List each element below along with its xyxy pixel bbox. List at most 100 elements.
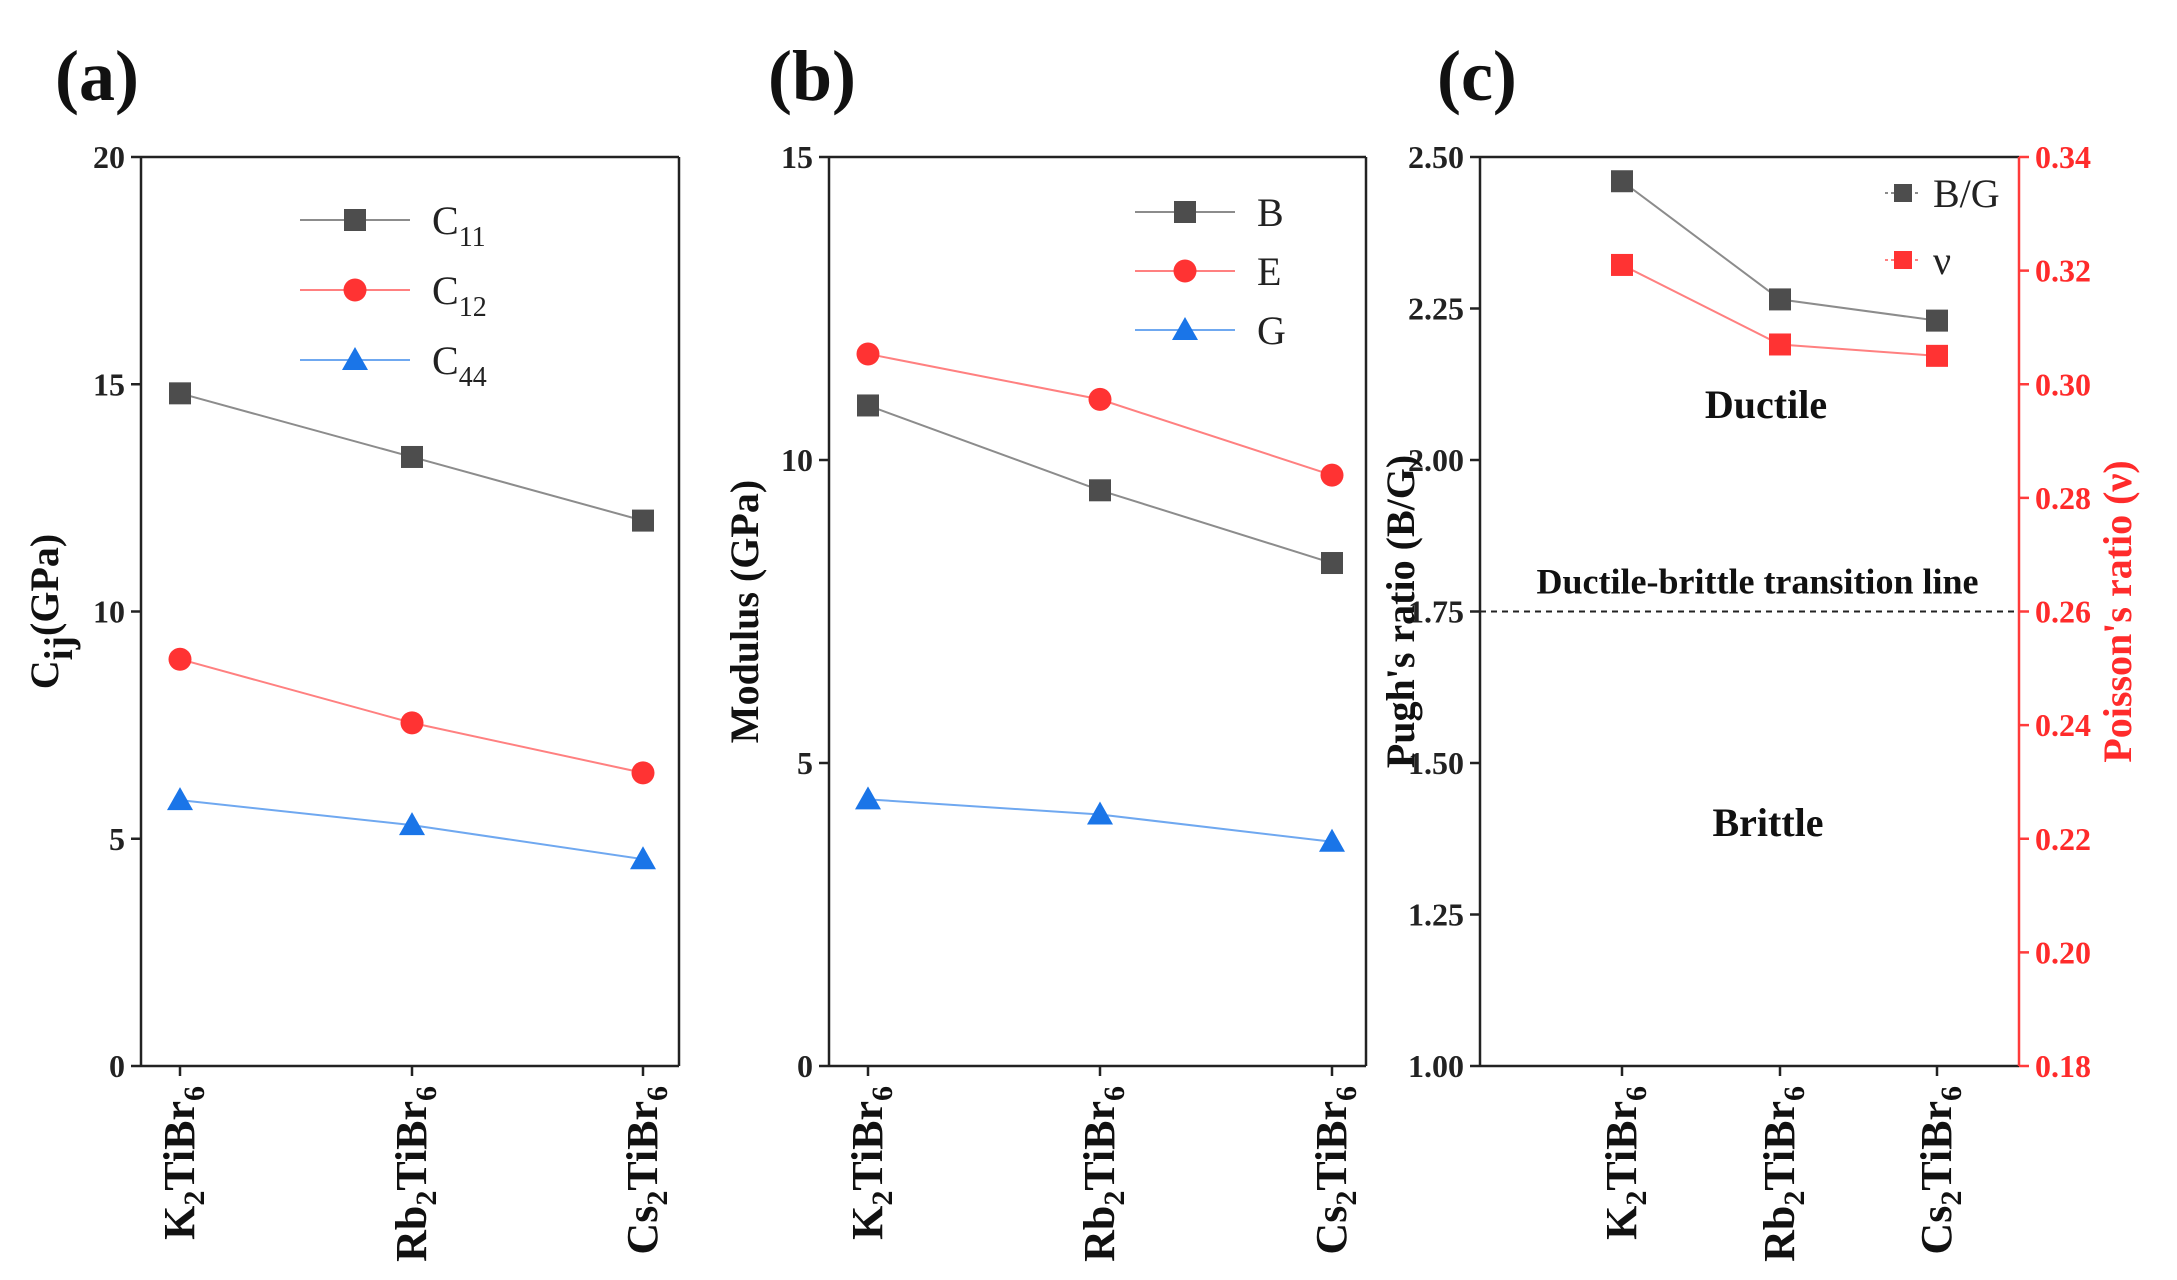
category-element: Cs xyxy=(618,1206,667,1255)
category-subscript: 6 xyxy=(410,1086,443,1101)
legend-label: E xyxy=(1257,249,1281,294)
category-element: Rb xyxy=(387,1206,436,1262)
y-tick-label: 1.50 xyxy=(1408,745,1464,781)
data-point xyxy=(1088,387,1112,411)
category-subscript: 2 xyxy=(1330,1191,1363,1206)
y-tick-label: 5 xyxy=(109,821,125,857)
category-subscript: 6 xyxy=(178,1086,211,1101)
category-label: K2TiBr6 xyxy=(843,1086,899,1240)
y-axis-title-subscript: ij xyxy=(36,636,81,660)
data-point xyxy=(856,342,880,366)
data-point xyxy=(1769,333,1791,356)
category-element: K xyxy=(155,1206,204,1240)
legend-label: B/G xyxy=(1933,171,2000,216)
data-point xyxy=(1926,309,1948,332)
data-point xyxy=(1926,344,1948,367)
right-y-tick-label: 0.34 xyxy=(2035,139,2091,175)
category-element: TiBr xyxy=(1597,1101,1646,1191)
category-subscript: 2 xyxy=(410,1191,443,1206)
category-subscript: 2 xyxy=(1935,1191,1968,1206)
chart-panel-2: (b)051015K2TiBr6Rb2TiBr6Cs2TiBr6Modulus … xyxy=(722,36,1368,1262)
legend-marker xyxy=(1172,317,1198,340)
y-tick-label: 2.50 xyxy=(1408,139,1464,175)
y-tick-label: 2.00 xyxy=(1408,442,1464,478)
y-axis-title: Modulus (GPa) xyxy=(722,480,767,743)
y-tick-label: 0 xyxy=(797,1048,813,1084)
category-subscript: 6 xyxy=(641,1086,674,1101)
legend-name: C xyxy=(432,268,459,313)
category-subscript: 6 xyxy=(1098,1086,1131,1101)
y-tick-label: 15 xyxy=(781,139,813,175)
category-element: Rb xyxy=(1075,1206,1124,1262)
right-y-axis-title: Poisson's ratio (ν) xyxy=(2095,460,2140,762)
y-tick-label: 10 xyxy=(781,442,813,478)
legend-marker xyxy=(1894,251,1912,269)
category-subscript: 2 xyxy=(1098,1191,1131,1206)
legend-label: C11 xyxy=(432,198,486,253)
category-label: K2TiBr6 xyxy=(1597,1086,1653,1240)
right-y-tick-label: 0.30 xyxy=(2035,366,2091,402)
right-y-tick-label: 0.28 xyxy=(2035,480,2091,516)
legend-marker xyxy=(1174,201,1196,223)
data-point xyxy=(168,647,192,671)
category-label: Cs2TiBr6 xyxy=(1912,1086,1968,1255)
data-point xyxy=(400,711,424,735)
category-label: Cs2TiBr6 xyxy=(618,1086,674,1255)
legend-label: C12 xyxy=(432,268,487,323)
data-point xyxy=(1769,288,1791,311)
right-y-tick-label: 0.26 xyxy=(2035,594,2091,630)
category-subscript: 2 xyxy=(866,1191,899,1206)
series-line xyxy=(867,352,1333,477)
y-axis-title-main: C xyxy=(22,660,67,689)
y-tick-label: 5 xyxy=(797,745,813,781)
y-tick-label: 2.25 xyxy=(1408,291,1464,327)
ductile-label: Ductile xyxy=(1705,382,1827,427)
category-element: Cs xyxy=(1912,1206,1961,1255)
legend-marker xyxy=(343,278,367,302)
y-axis-title-unit: (GPa) xyxy=(22,534,67,636)
category-subscript: 6 xyxy=(1330,1086,1363,1101)
data-point xyxy=(401,445,423,468)
legend-label: B xyxy=(1257,190,1284,235)
category-element: TiBr xyxy=(1755,1101,1804,1191)
transition-line-label: Ductile-brittle transition line xyxy=(1537,562,1979,602)
category-subscript: 2 xyxy=(178,1191,211,1206)
panel-label: (b) xyxy=(768,36,856,116)
y-axis-title: Pugh's ratio (B/G) xyxy=(1378,455,1423,768)
legend-name: B xyxy=(1257,190,1284,235)
category-subscript: 6 xyxy=(1620,1086,1653,1101)
y-tick-label: 15 xyxy=(93,366,125,402)
legend-label: ν xyxy=(1933,238,1951,283)
category-element: Cs xyxy=(1307,1206,1356,1255)
right-y-tick-label: 0.20 xyxy=(2035,934,2091,970)
chart-panel-3: (c) 1.00 1.25 1.50 1.75 2.00 2.25 2.50 0.18 0.20 0… xyxy=(1378,36,2140,1262)
category-element: TiBr xyxy=(1075,1101,1124,1191)
legend-subscript: 11 xyxy=(459,222,486,253)
data-point xyxy=(630,846,656,870)
legend-name: ν xyxy=(1933,238,1951,283)
y-tick-label: 0 xyxy=(109,1048,125,1084)
data-point xyxy=(1611,253,1633,276)
legend-subscript: 44 xyxy=(459,362,487,393)
chart-panel-1: (a)05101520K2TiBr6Rb2TiBr6Cs2TiBr6Cij(GP… xyxy=(22,36,681,1262)
y-tick-label: 20 xyxy=(93,139,125,175)
y-tick-label: 1.25 xyxy=(1408,897,1464,933)
category-element: TiBr xyxy=(155,1101,204,1191)
data-point xyxy=(855,786,881,810)
data-point xyxy=(1321,552,1343,575)
data-point xyxy=(399,812,425,836)
data-point xyxy=(631,761,655,785)
data-point xyxy=(1319,828,1345,852)
category-subscript: 2 xyxy=(1778,1191,1811,1206)
legend-marker xyxy=(1894,184,1912,202)
legend-label: G xyxy=(1257,308,1286,353)
legend-name: C xyxy=(432,198,459,243)
legend-name: G xyxy=(1257,308,1286,353)
category-subscript: 6 xyxy=(866,1086,899,1101)
category-element: TiBr xyxy=(1912,1101,1961,1191)
y-axis-title: Cij(GPa) xyxy=(22,534,81,690)
category-subscript: 6 xyxy=(1778,1086,1811,1101)
category-element: K xyxy=(843,1206,892,1240)
category-label: Rb2TiBr6 xyxy=(1075,1086,1131,1262)
data-point xyxy=(857,394,879,417)
